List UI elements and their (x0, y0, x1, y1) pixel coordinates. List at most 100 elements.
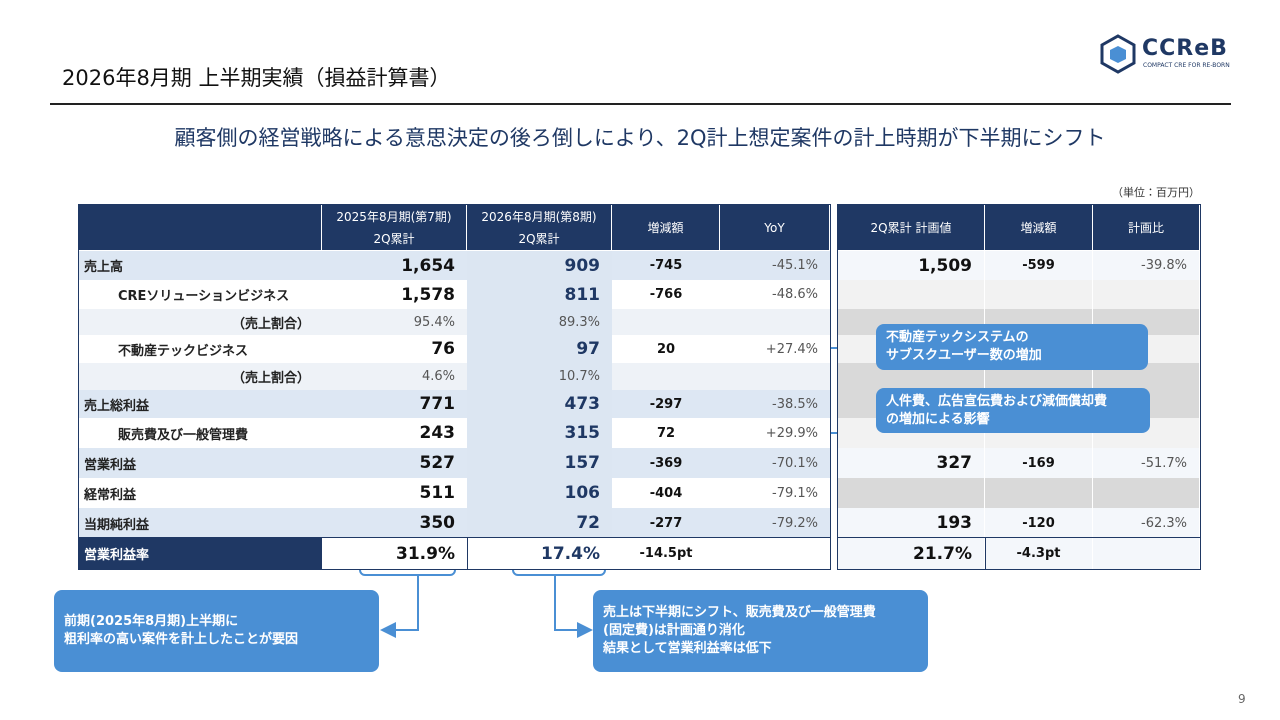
table-cell: 10.7% (467, 363, 612, 390)
table-cell: 1,654 (322, 251, 467, 280)
header-cell: 増減額 (985, 205, 1093, 250)
table-cell: -39.8% (1093, 251, 1200, 280)
table-cell (1093, 478, 1200, 508)
table-cell: 76 (322, 335, 467, 363)
header-text: YoY (764, 220, 785, 235)
table-cell: 72 (467, 508, 612, 538)
rule (50, 103, 1231, 105)
header-text: 2Q累計 (518, 231, 560, 246)
header-cell: 増減額 (612, 205, 720, 250)
table-cell: +29.9% (720, 418, 830, 448)
logo: CCReB (1142, 36, 1228, 61)
callout: 不動産テックシステムの サブスクユーザー数の増加 (876, 324, 1148, 370)
table-cell: -48.6% (720, 280, 830, 309)
table-cell: 473 (467, 390, 612, 418)
table-cell: -599 (985, 251, 1093, 280)
table-cell (838, 280, 985, 309)
row-label: 売上総利益 (78, 390, 322, 418)
table-cell: -62.3% (1093, 508, 1200, 538)
row-label: （売上割合） (78, 363, 322, 390)
table-cell: 193 (838, 508, 985, 538)
table-border (837, 204, 1201, 570)
table-cell: -277 (612, 508, 720, 538)
header-cell: 2026年8月期(第8期) 2Q累計 (467, 205, 612, 250)
table-cell: -120 (985, 508, 1093, 538)
row-border (78, 537, 831, 538)
callout-text: 不動産テックシステムの (886, 330, 1029, 345)
callout-text: 結果として営業利益率は低下 (603, 641, 772, 656)
header-text: 増減額 (1020, 220, 1057, 235)
table-cell: 527 (322, 448, 467, 478)
callout-text: 人件費、広告宣伝費および減価償却費 (886, 393, 1108, 409)
row-label: （売上割合） (78, 309, 322, 335)
table-border (78, 204, 831, 570)
table-cell: 811 (467, 280, 612, 309)
table-cell: -404 (612, 478, 720, 508)
callout-text: 前期(2025年8月期)上半期に (64, 614, 239, 629)
table-cell: 327 (838, 448, 985, 478)
header-cell: 2Q累計 計画値 (838, 205, 985, 250)
table-cell: 106 (467, 478, 612, 508)
callout: 前期(2025年8月期)上半期に粗利率の高い案件を計上したことが要因 (54, 590, 379, 672)
logo-icon (1100, 34, 1136, 74)
callout-text: の増加による影響 (886, 411, 990, 427)
header-text: 増減額 (647, 220, 684, 235)
table-cell (985, 280, 1093, 309)
subtitle: 顧客側の経営戦略による意思決定の後ろ倒しにより、2Q計上想定案件の計上時期が下半… (174, 126, 1106, 150)
title: 2026年8月期 上半期実績（損益計算書） (62, 66, 451, 90)
header-text: 2026年8月期(第8期) (481, 209, 597, 224)
table-cell (612, 363, 720, 390)
header-cell (78, 205, 322, 250)
callout-text: 売上は下半期にシフト、販売費及び一般管理費 (603, 605, 876, 620)
table-cell (612, 309, 720, 335)
table-cell: -51.7% (1093, 448, 1200, 478)
row-label: 営業利益率 (78, 538, 322, 569)
table-cell: -745 (612, 251, 720, 280)
table-cell: -45.1% (720, 251, 830, 280)
table-cell: 315 (467, 418, 612, 448)
header-text: 2025年8月期(第7期) (336, 209, 452, 224)
table-cell: 909 (467, 251, 612, 280)
logo-sub: COMPACT CRE FOR RE-BORN (1143, 62, 1230, 69)
col-border (985, 538, 986, 569)
table-cell: -14.5pt (612, 538, 720, 569)
table-cell: -169 (985, 448, 1093, 478)
table-cell: 511 (322, 478, 467, 508)
table-cell: -38.5% (720, 390, 830, 418)
row-label: 営業利益 (78, 448, 322, 478)
table-cell: -70.1% (720, 448, 830, 478)
row-border (837, 537, 1201, 538)
table-cell (985, 478, 1093, 508)
row-label: 経常利益 (78, 478, 322, 508)
table-cell: 4.6% (322, 363, 467, 390)
row-label: 売上高 (78, 251, 322, 280)
table-cell: 243 (322, 418, 467, 448)
table-cell: -297 (612, 390, 720, 418)
table-cell: -79.1% (720, 478, 830, 508)
callout-text: サブスクユーザー数の増加 (886, 348, 1042, 363)
col-border (467, 538, 468, 569)
table-cell: +27.4% (720, 335, 830, 363)
table-cell: 157 (467, 448, 612, 478)
row-label: 当期純利益 (78, 508, 322, 538)
table-cell (720, 363, 830, 390)
header-cell: 計画比 (1093, 205, 1200, 250)
callout-text: 粗利率の高い案件を計上したことが要因 (64, 632, 299, 647)
header-text: 2Q累計 (373, 231, 415, 246)
table-cell: 72 (612, 418, 720, 448)
table-cell: 771 (322, 390, 467, 418)
table-cell: 95.4% (322, 309, 467, 335)
table-cell: 1,509 (838, 251, 985, 280)
table-cell (1093, 280, 1200, 309)
table-cell (720, 538, 830, 569)
table-cell: 97 (467, 335, 612, 363)
table-cell: 21.7% (838, 538, 985, 569)
table-cell: -766 (612, 280, 720, 309)
table-cell: 20 (612, 335, 720, 363)
table-cell: 17.4% (467, 538, 612, 569)
header-cell: YoY (720, 205, 830, 250)
table-cell: -4.3pt (985, 538, 1093, 569)
header-text: 計画比 (1127, 220, 1164, 235)
table-cell: -79.2% (720, 508, 830, 538)
